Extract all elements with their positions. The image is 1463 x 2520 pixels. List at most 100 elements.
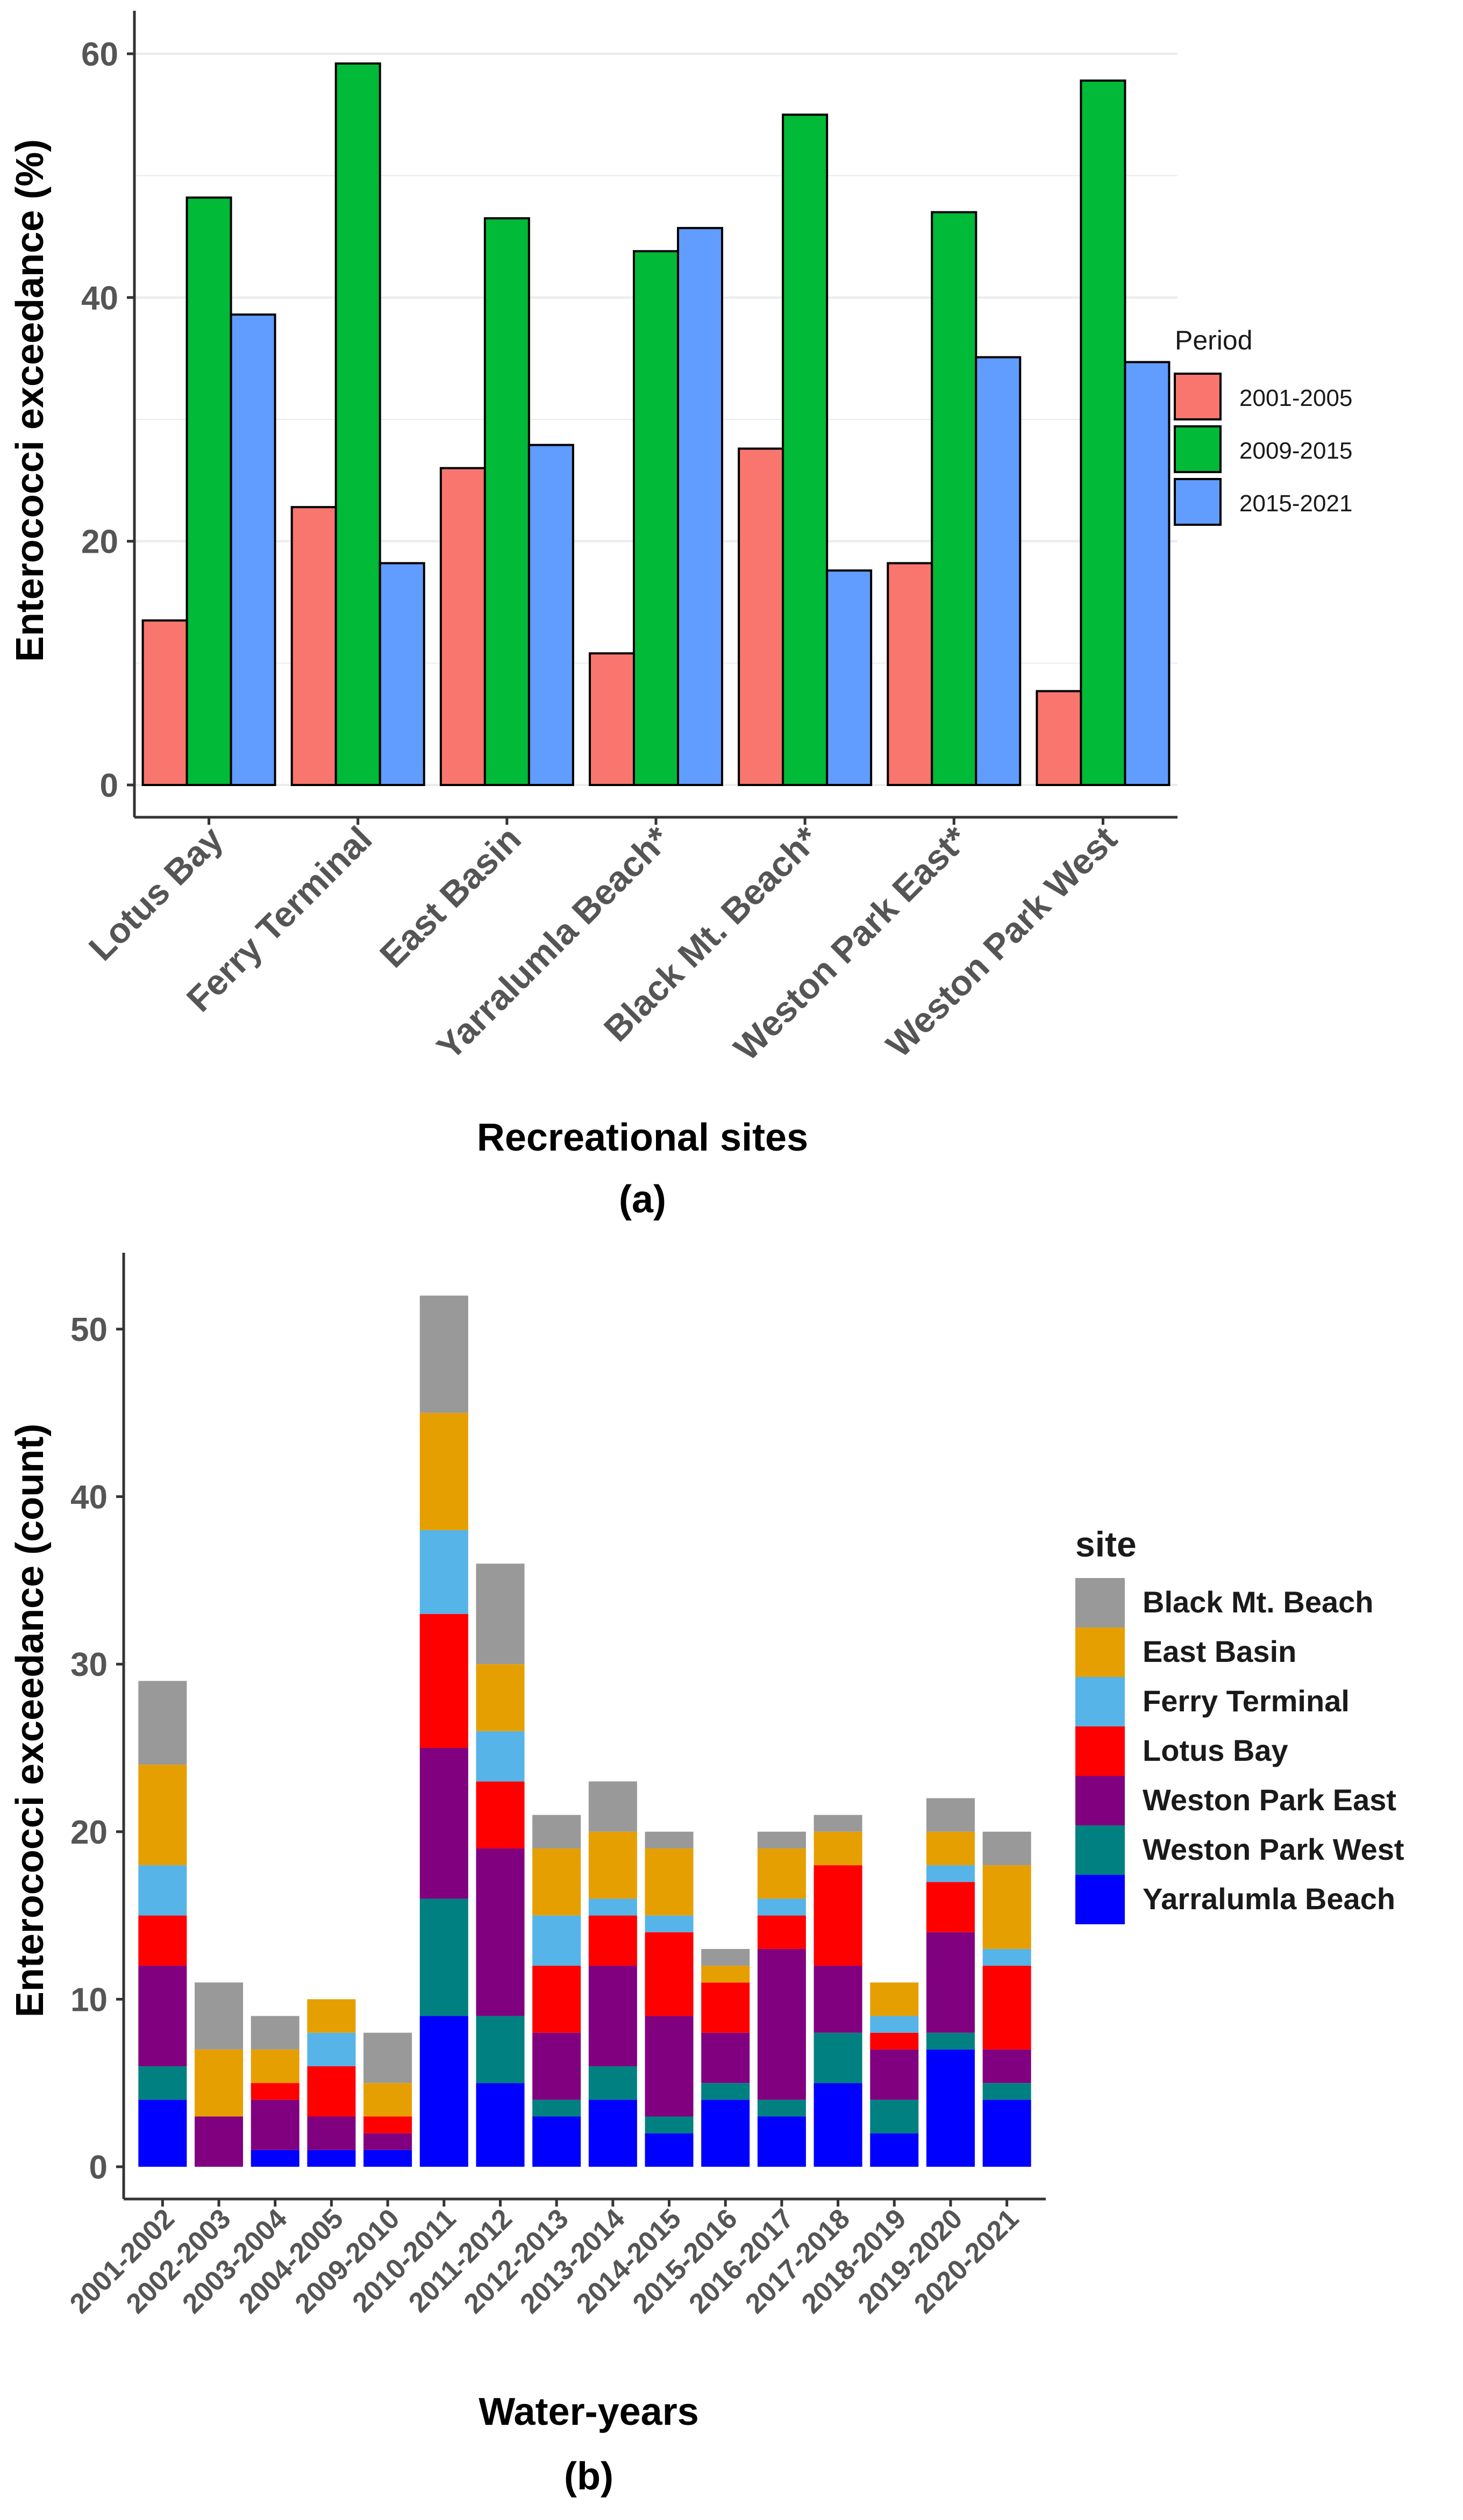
panel-b-bar-2013-2014-weston-park-west [588,2066,637,2100]
panel-a-bar-ferry-terminal-2015-2021 [379,562,425,786]
panel-b-legend-label-east-basin: East Basin [1143,1634,1296,1668]
panel-b-bar-2010-2011-black-mt-beach [419,1295,468,1413]
panel-b-bar-2013-2014-east-basin [588,1831,637,1899]
panel-b-bar-2016-2017-ferry-terminal [757,1898,806,1916]
panel-a-bar-weston-park-east-2009-2015 [931,211,977,787]
panel-b-bar-2009-2010-weston-park-east [363,2133,412,2150]
panel-a-bar-yarralumla-beach-2009-2015 [633,250,679,786]
panel-b-y-tick-label: 40 [70,1479,108,1516]
panel-b-bar-2015-2016-yarralumla-beach [701,2100,750,2167]
panel-b-legend: site Black Mt. Beach East Basin Ferry Term… [1075,1524,1404,1924]
panel-a-x-tick-label: Lotus Bay [81,818,231,968]
panel-b-bar-2010-2011-yarralumla-beach [419,2016,468,2167]
panel-a-bar-weston-park-west-2009-2015 [1080,79,1126,786]
panel-b-bar-2009-2010-black-mt-beach [363,2032,412,2083]
panel-b-bar-2016-2017-weston-park-west [757,2100,806,2117]
panel-b-bar-2009-2010-east-basin [363,2083,412,2117]
panel-b-bar-2001-2002-weston-park-east [138,1966,187,2067]
panel-b-bar-2013-2014-ferry-terminal [588,1898,637,1916]
panel-b-bar-2020-2021-east-basin [982,1865,1031,1949]
panel-b-bar-2018-2019-weston-park-east [870,2049,919,2100]
panel-a-y-tick-label: 20 [81,524,118,561]
panel-b-y-tick-label: 30 [70,1646,108,1683]
panel-b-y-tick-label: 10 [70,1981,108,2018]
panel-b-bar-2010-2011-lotus-bay [419,1614,468,1748]
panel-b-legend-label-lotus-bay: Lotus Bay [1143,1733,1288,1767]
panel-b-bar-2012-2013-black-mt-beach [532,1815,581,1848]
panel-b-bar-2010-2011-ferry-terminal [419,1530,468,1614]
panel-a-bar-weston-park-east-2001-2005 [887,562,933,786]
panel-b-legend-label-black-mt-beach: Black Mt. Beach [1143,1585,1374,1619]
panel-b-bar-2014-2015-yarralumla-beach [645,2133,694,2167]
panel-b-bar-2004-2005-lotus-bay [307,2066,356,2117]
panel-b-bar-2010-2011-weston-park-east [419,1748,468,1899]
panel-b-legend-swatch-black-mt-beach [1075,1578,1125,1627]
panel-b-bar-2018-2019-lotus-bay [870,2032,919,2050]
panel-b-bar-2018-2019-ferry-terminal [870,2016,919,2033]
panel-b-bar-2011-2012-lotus-bay [476,1781,525,1848]
panel-b-bar-2009-2010-yarralumla-beach [363,2150,412,2167]
panel-a-bar-weston-park-east-2015-2021 [975,356,1022,786]
panel-b-bar-2012-2013-ferry-terminal [532,1915,581,1966]
panel-b-bar-2003-2004-black-mt-beach [251,2016,299,2050]
panel-b-bar-2002-2003-weston-park-east [195,2116,244,2167]
panel-b-bar-2001-2002-lotus-bay [138,1915,187,1966]
panel-a-bar-lotus-bay-2009-2015 [185,196,232,786]
panel-a-bar-yarralumla-beach-2001-2005 [589,652,635,786]
panel-b-legend-label-yarralumla-beach: Yarralumla Beach [1143,1882,1395,1916]
panel-b-bar-2001-2002-weston-park-west [138,2066,187,2100]
panel-b-bar-2001-2002-black-mt-beach [138,1681,187,1765]
panel-b-bar-2014-2015-east-basin [645,1848,694,1916]
panel-b-legend-swatch-east-basin [1075,1627,1125,1677]
panel-b-legend-title: site [1075,1524,1137,1564]
panel-a-bar-east-basin-2015-2021 [527,444,574,786]
panel-a-y-ticks: 0 20 40 60 [81,36,134,804]
panel-b-bar-2012-2013-lotus-bay [532,1966,581,2033]
panel-a-legend-label-2001-2005: 2001-2005 [1239,385,1352,411]
panel-b-bar-2020-2021-ferry-terminal [982,1948,1031,1966]
panel-a-bar-ferry-terminal-2009-2015 [334,62,381,787]
panel-b-bar-2012-2013-weston-park-east [532,2032,581,2100]
panel-b-y-ticks: 0 10 20 30 40 50 [70,1311,124,2186]
panel-a-x-tick-label: East Basin [372,819,529,975]
panel-b-label: (b) [564,2455,613,2498]
panel-b-bar-2020-2021-weston-park-east [982,2049,1031,2083]
panel-a-x-axis-title: Recreational sites [477,1116,808,1159]
panel-b-bar-2014-2015-ferry-terminal [645,1915,694,1932]
panel-b-bar-2020-2021-black-mt-beach [982,1831,1031,1866]
panel-b-bar-2019-2020-ferry-terminal [926,1865,975,1882]
panel-a-y-tick-label: 40 [81,280,118,317]
panel-a-bar-black-mt-beach-2001-2005 [738,447,784,786]
panel-b-bar-2002-2003-east-basin [195,2049,244,2117]
panel-b-bar-2019-2020-yarralumla-beach [926,2049,975,2167]
panel-b-bar-2020-2021-yarralumla-beach [982,2100,1031,2167]
panel-b-bar-2019-2020-weston-park-east [926,1932,975,2033]
panel-b-bar-2014-2015-weston-park-east [645,2016,694,2117]
panel-a-bar-black-mt-beach-2015-2021 [826,569,873,786]
panel-b-bar-2015-2016-weston-park-west [701,2083,750,2100]
panel-b-bar-2019-2020-weston-park-west [926,2032,975,2050]
panel-b-bar-2016-2017-black-mt-beach [757,1831,806,1848]
panel-b-bar-2016-2017-east-basin [757,1848,806,1899]
panel-b-bar-2019-2020-lotus-bay [926,1882,975,1932]
panel-b-bar-2011-2012-weston-park-west [476,2016,525,2083]
panel-a-bar-lotus-bay-2015-2021 [230,313,276,786]
panel-b-bar-2015-2016-east-basin [701,1966,750,1983]
panel-b-bar-2003-2004-weston-park-east [251,2100,299,2150]
panel-a-legend-swatch-2001-2005 [1174,373,1222,420]
panel-b-bar-2020-2021-weston-park-west [982,2083,1031,2100]
panel-a-bar-east-basin-2009-2015 [483,217,530,786]
panel-b-y-tick-label: 50 [70,1311,108,1348]
panel-b-bar-2004-2005-yarralumla-beach [307,2150,356,2167]
panel-b-x-ticks: 2001-20022002-20032003-20042004-20052009… [64,2199,1025,2319]
panel-a-bar-yarralumla-beach-2015-2021 [677,227,723,787]
panel-b-bar-2018-2019-east-basin [870,1982,919,2016]
panel-a-legend-title: Period [1175,325,1253,355]
panel-a-legend-label-2009-2015: 2009-2015 [1239,438,1352,464]
panel-b-bar-2012-2013-yarralumla-beach [532,2116,581,2167]
panel-b-bar-2010-2011-east-basin [419,1412,468,1530]
panel-b-bar-2017-2018-lotus-bay [813,1865,862,1966]
panel-b-bar-2019-2020-black-mt-beach [926,1798,975,1832]
